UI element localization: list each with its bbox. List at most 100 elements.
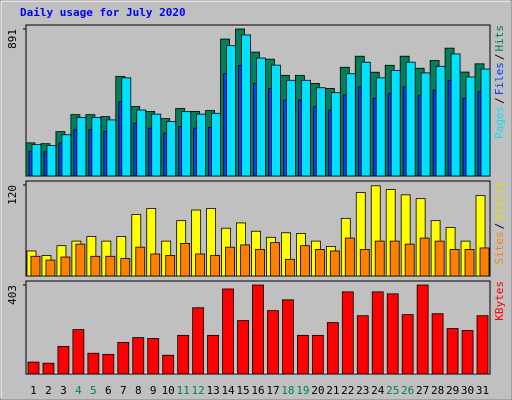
bar [192,307,205,375]
bar [375,77,386,177]
legend-entry: Hits [493,25,506,52]
legend-separator: / [493,54,506,61]
x-tick-label: 6 [105,384,112,397]
bar [344,237,355,277]
legend-entry: KBytes [493,281,506,321]
x-tick-label: 9 [150,384,157,397]
x-tick-label: 26 [401,384,414,397]
bar [76,117,87,177]
chart-title: Daily usage for July 2020 [20,6,186,19]
bar [434,240,445,277]
legend-entry: Files [493,62,506,95]
bar [42,362,55,375]
x-tick-label: 5 [90,384,97,397]
legend-entry: Pages [493,106,506,139]
x-tick-label: 29 [446,384,459,397]
bar [207,334,219,375]
bar [435,65,446,177]
bar [210,255,220,277]
x-tick-label: 10 [162,384,175,397]
bar [61,134,72,177]
bar [46,145,57,177]
bar [315,87,326,177]
bar [449,249,460,277]
x-tick-label: 16 [251,384,264,397]
bar [136,109,147,177]
x-tick-label: 1 [30,384,37,397]
bar [371,291,384,375]
bar [117,342,130,375]
bar [132,337,145,375]
x-tick-label: 4 [75,384,82,397]
bar [267,310,279,375]
y-tick-label: 403 [6,285,19,305]
bar [311,334,324,375]
legend: Sites/ Visits [493,181,506,265]
bar [404,243,415,277]
x-tick-label: 27 [416,384,429,397]
x-tick-label: 28 [431,384,444,397]
bar [27,361,40,375]
x-tick-label: 12 [192,384,205,397]
x-tick-label: 22 [341,384,354,397]
legend-entry: Sites [493,231,506,264]
bar [446,328,459,375]
bar [91,117,102,177]
bar [102,353,115,375]
x-tick-label: 11 [177,384,190,397]
x-tick-label: 19 [296,384,309,397]
legend-separator: / [493,97,506,104]
x-tick-label: 31 [476,384,489,397]
x-tick-label: 21 [326,384,339,397]
x-tick-label: 13 [206,384,219,397]
bar [255,249,265,277]
bar [60,256,71,277]
y-tick-label: 120 [6,185,19,205]
bar [329,250,340,277]
bar [465,76,476,177]
bar [479,247,490,277]
bar [222,288,234,375]
bar [359,249,370,277]
bar [195,253,206,277]
bar [211,112,221,177]
x-tick-label: 20 [311,384,324,397]
bar [241,34,251,177]
bar [330,92,341,177]
bar [177,334,190,375]
bar [270,242,280,277]
bar [420,72,431,177]
bar [75,243,86,277]
x-tick-label: 24 [371,384,385,397]
x-tick-label: 25 [386,384,399,397]
bar [345,73,356,177]
bar [165,255,176,277]
x-tick-label: 7 [120,384,127,397]
bar [72,329,85,375]
legend: Pages/Files/Hits [493,25,506,139]
bar [431,313,444,375]
bar [450,53,461,177]
bar [120,258,131,277]
bar [240,244,250,277]
bar [87,352,100,375]
bar [162,354,175,375]
x-tick-label: 18 [281,384,294,397]
bar [301,79,311,177]
x-tick-label: 23 [356,384,369,397]
x-tick-label: 15 [236,384,249,397]
bar [356,315,369,375]
bar [419,237,430,277]
bar [151,113,162,177]
bar [282,299,294,375]
bar [147,338,160,375]
bar [30,255,41,277]
bar [271,64,281,177]
bar [326,322,339,375]
x-tick-label: 30 [461,384,474,397]
bar [196,113,207,177]
bar [300,245,310,277]
legend-entry: Visits [493,181,506,221]
bar [181,111,192,177]
bar [166,121,177,177]
